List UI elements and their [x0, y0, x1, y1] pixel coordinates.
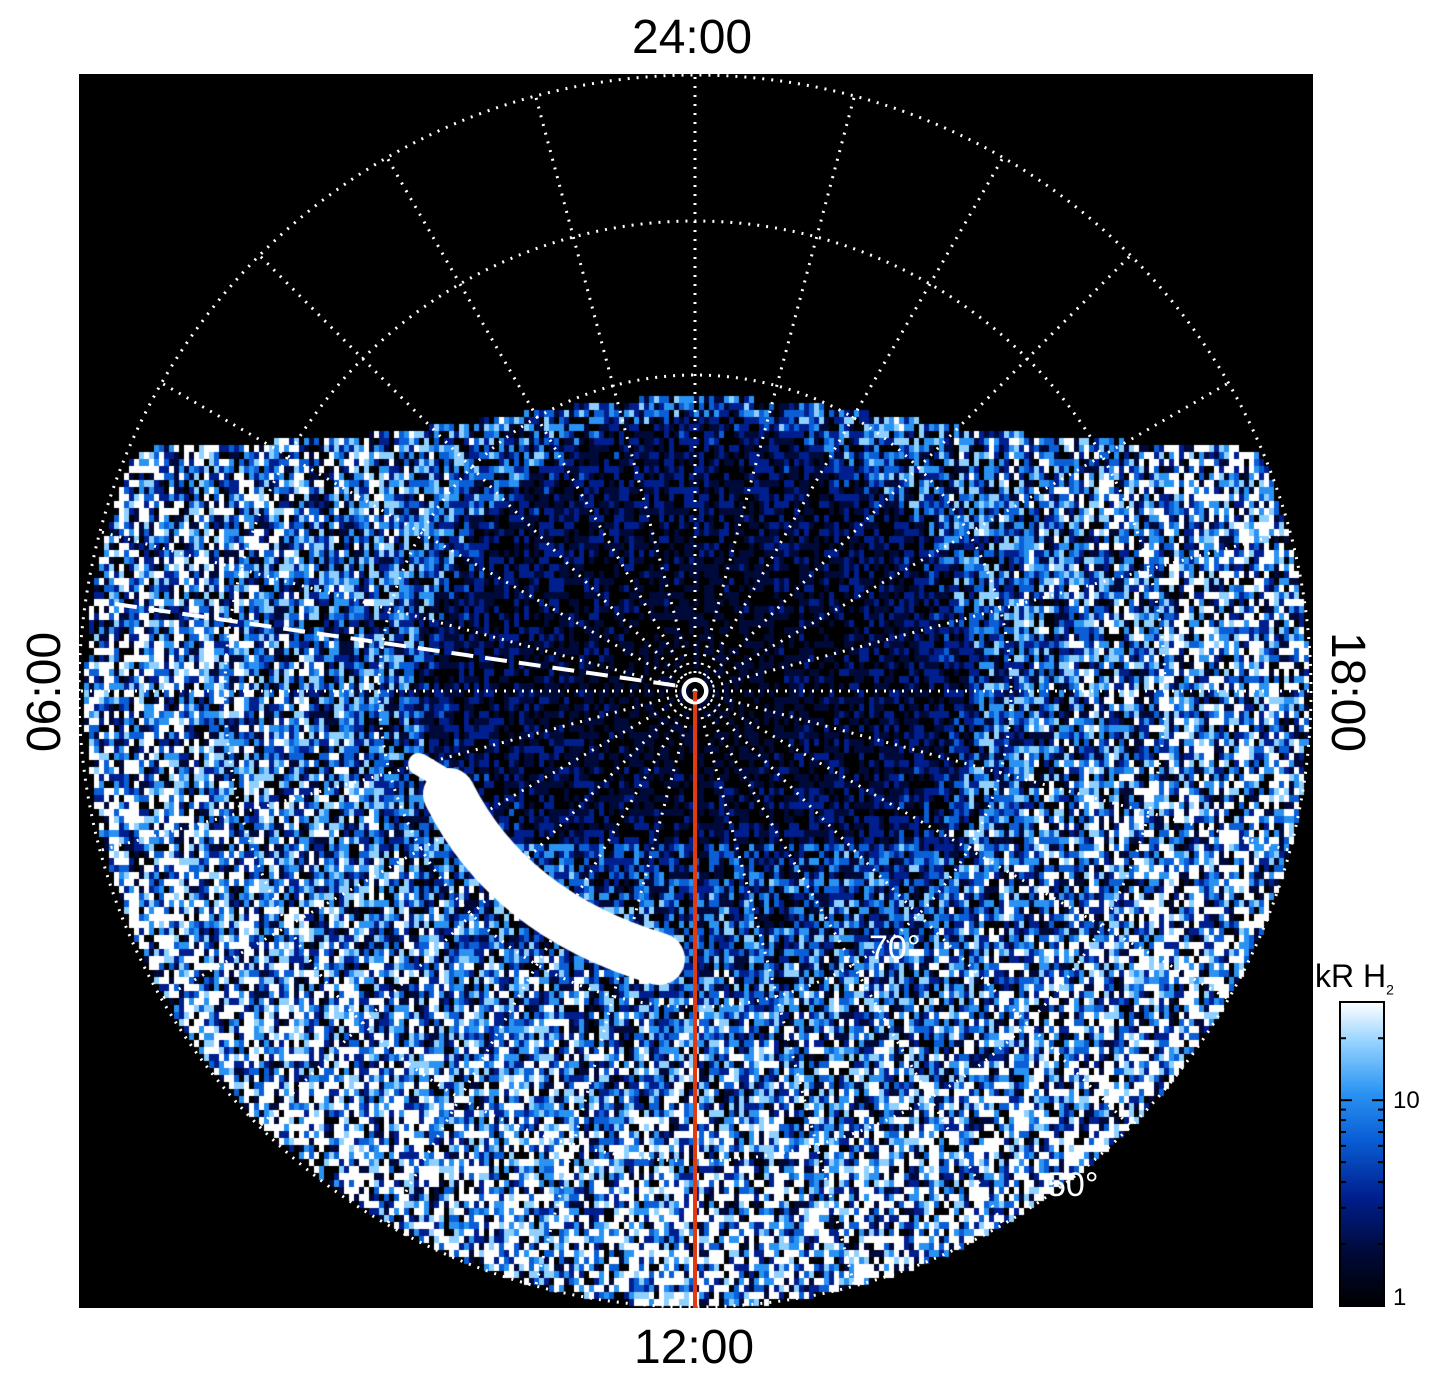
- meridian-line: [694, 689, 1291, 852]
- label-18h: 18:00: [1321, 631, 1374, 753]
- colorbar-ticks: [1340, 1001, 1384, 1307]
- label-24h: 24:00: [632, 11, 753, 64]
- colorbar-gradient: [1339, 1001, 1385, 1307]
- dashed-reference-line: [114, 602, 680, 688]
- pole-marker-icon: [681, 677, 709, 705]
- meridian-line: [693, 156, 1005, 692]
- meridian-line: [385, 690, 697, 1226]
- latitude-label-70: 70°: [869, 929, 920, 967]
- meridian-line: [694, 530, 1291, 693]
- meridian-line: [258, 254, 697, 693]
- colorbar-title: kR H2: [1315, 958, 1394, 998]
- label-06h: 06:00: [18, 631, 71, 753]
- meridian-line: [693, 95, 856, 692]
- meridian-line: [693, 254, 1132, 693]
- colorbar: [1339, 1001, 1385, 1307]
- meridian-line: [258, 689, 697, 1128]
- meridian-line: [160, 381, 696, 693]
- latitude-circle: [79, 74, 1313, 1308]
- polar-grid-overlay: 70° 50°: [79, 74, 1313, 1308]
- meridian-line: [693, 690, 1005, 1226]
- meridian-line: [694, 689, 1230, 1001]
- meridian-line: [694, 381, 1230, 693]
- meridian-line: [385, 156, 697, 692]
- colorbar-tick-1: 1: [1393, 1284, 1407, 1311]
- latitude-label-50: 50°: [1047, 1166, 1098, 1204]
- meridian-line: [99, 689, 696, 852]
- label-12h: 12:00: [634, 1321, 755, 1374]
- meridian-line: [99, 530, 696, 693]
- colorbar-tick-10: 10: [1393, 1087, 1420, 1114]
- meridian-line: [693, 689, 1132, 1128]
- meridian-line: [534, 690, 697, 1287]
- meridian-line: [693, 690, 856, 1287]
- polar-projection-image: 70° 50°: [79, 74, 1313, 1308]
- meridian-line: [534, 95, 697, 692]
- meridian-line: [160, 689, 696, 1001]
